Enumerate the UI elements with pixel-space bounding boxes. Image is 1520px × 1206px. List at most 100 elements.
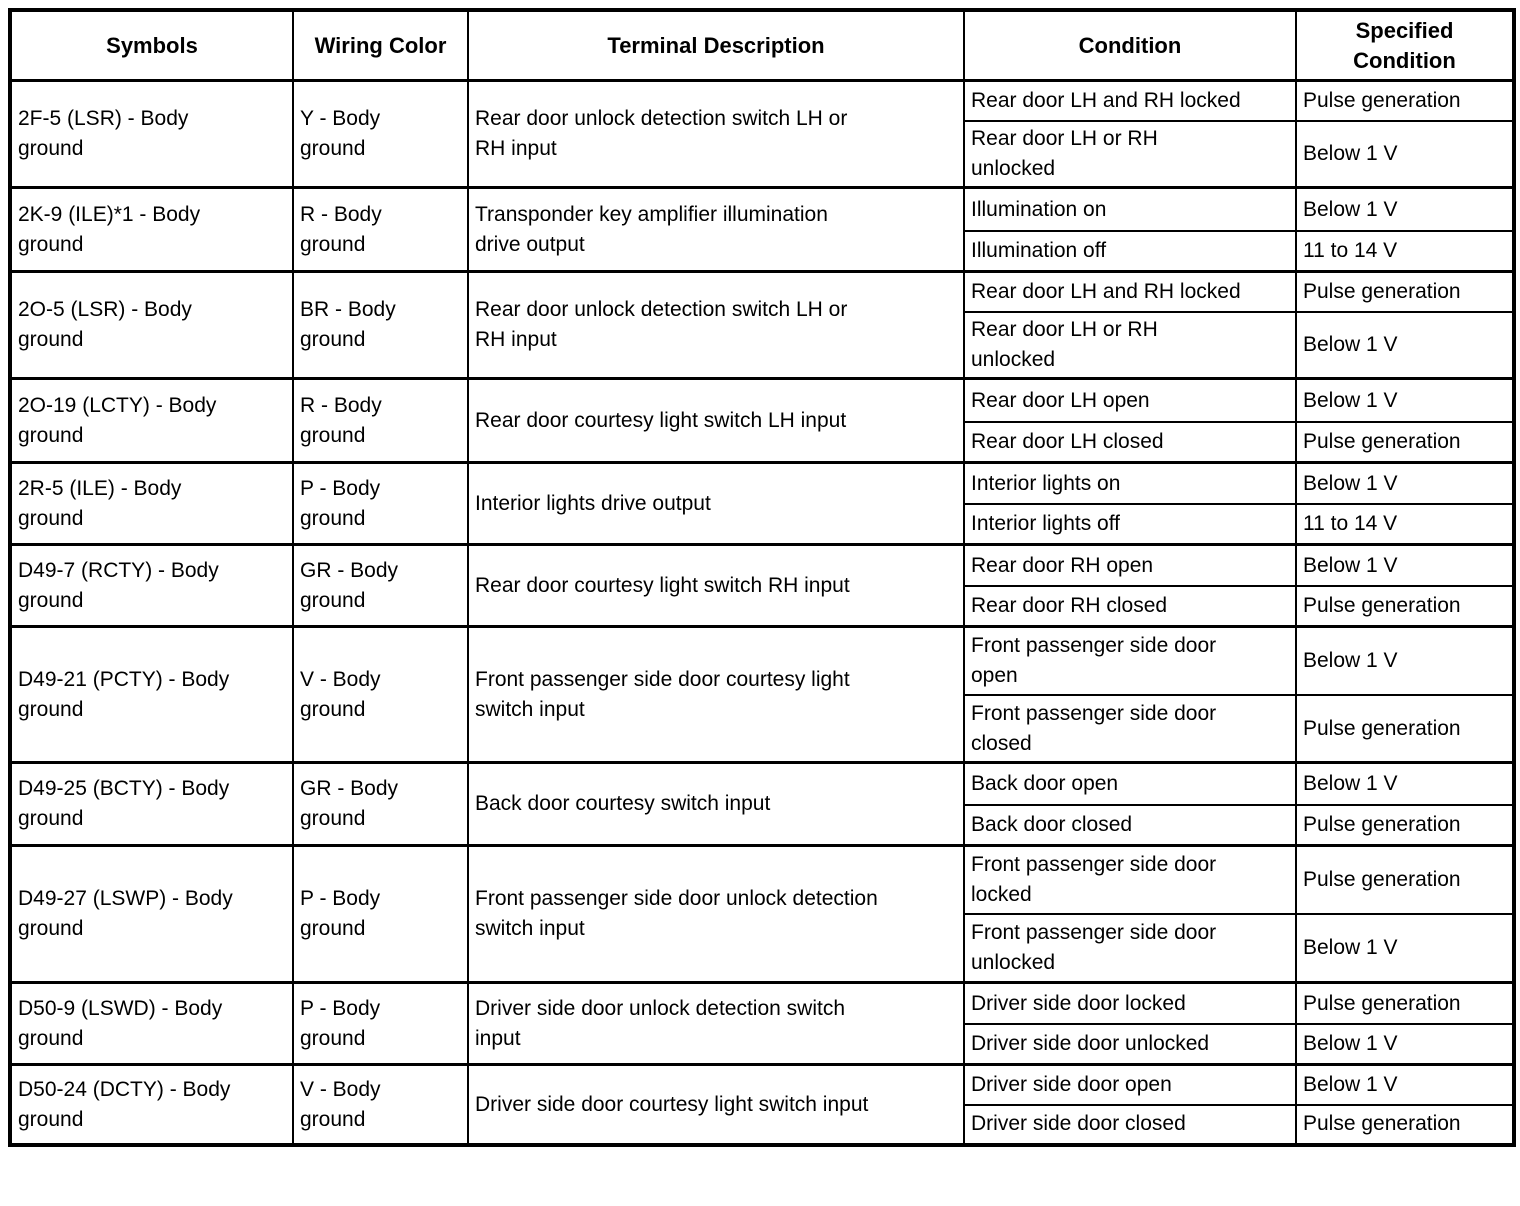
table-row: D49-21 (PCTY) - Body ground V - Body gro… bbox=[9, 625, 1515, 764]
specified-condition-cell: Below 1 V bbox=[1295, 377, 1515, 423]
wiring-color-cell: P - Body ground bbox=[292, 461, 469, 546]
terminal-description-cell: Back door courtesy switch input bbox=[467, 761, 965, 847]
terminal-description-cell: Front passenger side door unlock detecti… bbox=[467, 844, 965, 984]
column-header-wiring-color: Wiring Color bbox=[292, 9, 469, 83]
wiring-color-cell: P - Body ground bbox=[292, 844, 469, 984]
specified-condition-cell: Below 1 V bbox=[1295, 119, 1515, 189]
table-row: 2R-5 (ILE) - Body ground P - Body ground… bbox=[9, 461, 1515, 546]
condition-cell: Back door open bbox=[963, 761, 1297, 806]
terminal-description-cell: Transponder key amplifier illumination d… bbox=[467, 186, 965, 273]
specified-condition-cell: Pulse generation bbox=[1295, 79, 1515, 122]
condition-cell: Rear door LH open bbox=[963, 377, 1297, 423]
condition-cell: Driver side door unlocked bbox=[963, 1022, 1297, 1066]
symbol-cell: 2O-5 (LSR) - Body ground bbox=[9, 270, 294, 380]
table-subrow: Rear door RH closed Pulse generation bbox=[10, 584, 1515, 628]
specified-condition-cell: Below 1 V bbox=[1295, 761, 1515, 806]
wiring-color-cell: V - Body ground bbox=[292, 625, 469, 764]
symbol-cell: D49-21 (PCTY) - Body ground bbox=[9, 625, 294, 764]
symbol-cell: D50-24 (DCTY) - Body ground bbox=[9, 1063, 294, 1146]
wiring-color-cell: Y - Body ground bbox=[292, 79, 469, 189]
symbol-cell: D50-9 (LSWD) - Body ground bbox=[9, 981, 294, 1066]
condition-cell: Rear door LH or RH unlocked bbox=[963, 119, 1297, 189]
table-row: D49-27 (LSWP) - Body ground P - Body gro… bbox=[9, 844, 1515, 984]
condition-cell: Rear door LH or RH unlocked bbox=[963, 310, 1297, 380]
table-row: 2O-19 (LCTY) - Body ground R - Body grou… bbox=[9, 377, 1515, 464]
condition-cell: Illumination off bbox=[963, 229, 1297, 273]
condition-cell: Driver side door open bbox=[963, 1063, 1297, 1106]
table-subrow: Interior lights off 11 to 14 V bbox=[10, 502, 1515, 546]
table-subrow: Rear door LH or RH unlocked Below 1 V bbox=[10, 310, 1515, 380]
symbol-cell: D49-25 (BCTY) - Body ground bbox=[9, 761, 294, 847]
symbol-cell: 2R-5 (ILE) - Body ground bbox=[9, 461, 294, 546]
header-row: Symbols Wiring Color Terminal Descriptio… bbox=[9, 9, 1515, 83]
table-row: D50-24 (DCTY) - Body ground V - Body gro… bbox=[9, 1063, 1515, 1146]
column-header-symbols: Symbols bbox=[9, 9, 294, 83]
table-row: D50-9 (LSWD) - Body ground P - Body grou… bbox=[9, 981, 1515, 1066]
table-row: 2K-9 (ILE)*1 - Body ground R - Body grou… bbox=[9, 186, 1515, 273]
specified-condition-cell: Below 1 V bbox=[1295, 912, 1515, 984]
terminal-description-cell: Interior lights drive output bbox=[467, 461, 965, 546]
condition-cell: Rear door RH open bbox=[963, 543, 1297, 587]
condition-cell: Front passenger side door locked bbox=[963, 844, 1297, 915]
specified-condition-cell: Pulse generation bbox=[1295, 844, 1515, 915]
specified-condition-cell: Below 1 V bbox=[1295, 1022, 1515, 1066]
terminal-description-cell: Rear door unlock detection switch LH or … bbox=[467, 79, 965, 189]
terminal-description-cell: Rear door unlock detection switch LH or … bbox=[467, 270, 965, 380]
symbol-cell: D49-27 (LSWP) - Body ground bbox=[9, 844, 294, 984]
symbol-cell: D49-7 (RCTY) - Body ground bbox=[9, 543, 294, 628]
wiring-color-cell: V - Body ground bbox=[292, 1063, 469, 1146]
condition-cell: Rear door LH and RH locked bbox=[963, 270, 1297, 313]
specified-condition-cell: Below 1 V bbox=[1295, 186, 1515, 232]
table-row: D49-25 (BCTY) - Body ground GR - Body gr… bbox=[9, 761, 1515, 847]
terminal-condition-table: Symbols Wiring Color Terminal Descriptio… bbox=[8, 8, 1516, 1147]
condition-cell: Rear door LH and RH locked bbox=[963, 79, 1297, 122]
terminal-description-cell: Driver side door courtesy light switch i… bbox=[467, 1063, 965, 1146]
symbol-cell: 2F-5 (LSR) - Body ground bbox=[9, 79, 294, 189]
wiring-color-cell: GR - Body ground bbox=[292, 761, 469, 847]
table-row: 2O-5 (LSR) - Body ground BR - Body groun… bbox=[9, 270, 1515, 380]
condition-cell: Interior lights on bbox=[963, 461, 1297, 505]
condition-cell: Back door closed bbox=[963, 803, 1297, 847]
specified-condition-cell: Pulse generation bbox=[1295, 981, 1515, 1025]
condition-cell: Front passenger side door unlocked bbox=[963, 912, 1297, 984]
table-subrow: Rear door LH closed Pulse generation bbox=[10, 420, 1515, 464]
specified-condition-cell: 11 to 14 V bbox=[1295, 229, 1515, 273]
condition-cell: Rear door LH closed bbox=[963, 420, 1297, 464]
specified-condition-cell: Below 1 V bbox=[1295, 1063, 1515, 1106]
table-subrow: Illumination off 11 to 14 V bbox=[10, 229, 1515, 273]
wiring-color-cell: P - Body ground bbox=[292, 981, 469, 1066]
specified-condition-cell: Below 1 V bbox=[1295, 625, 1515, 696]
condition-cell: Interior lights off bbox=[963, 502, 1297, 546]
wiring-color-cell: R - Body ground bbox=[292, 377, 469, 464]
table-row: D49-7 (RCTY) - Body ground GR - Body gro… bbox=[9, 543, 1515, 628]
wiring-color-cell: R - Body ground bbox=[292, 186, 469, 273]
specified-condition-cell: Below 1 V bbox=[1295, 461, 1515, 505]
column-header-condition: Condition bbox=[963, 9, 1297, 83]
specified-condition-cell: Pulse generation bbox=[1295, 1103, 1515, 1146]
specified-condition-cell: Pulse generation bbox=[1295, 693, 1515, 764]
condition-cell: Driver side door closed bbox=[963, 1103, 1297, 1146]
specified-condition-cell: Pulse generation bbox=[1295, 584, 1515, 628]
condition-cell: Front passenger side door open bbox=[963, 625, 1297, 696]
table-subrow: Front passenger side door closed Pulse g… bbox=[10, 693, 1515, 764]
condition-cell: Front passenger side door closed bbox=[963, 693, 1297, 764]
specified-condition-cell: Pulse generation bbox=[1295, 270, 1515, 313]
terminal-description-cell: Front passenger side door courtesy light… bbox=[467, 625, 965, 764]
specified-condition-cell: Below 1 V bbox=[1295, 543, 1515, 587]
column-header-specified-condition: Specified Condition bbox=[1295, 9, 1515, 83]
wiring-color-cell: GR - Body ground bbox=[292, 543, 469, 628]
table-row: 2F-5 (LSR) - Body ground Y - Body ground… bbox=[9, 79, 1515, 189]
table-subrow: Back door closed Pulse generation bbox=[10, 803, 1515, 847]
wiring-color-cell: BR - Body ground bbox=[292, 270, 469, 380]
table-subrow: Front passenger side door unlocked Below… bbox=[10, 912, 1515, 984]
symbol-cell: 2K-9 (ILE)*1 - Body ground bbox=[9, 186, 294, 273]
specified-condition-cell: Below 1 V bbox=[1295, 310, 1515, 380]
terminal-description-cell: Rear door courtesy light switch RH input bbox=[467, 543, 965, 628]
column-header-terminal-description: Terminal Description bbox=[467, 9, 965, 83]
terminal-description-cell: Driver side door unlock detection switch… bbox=[467, 981, 965, 1066]
symbol-cell: 2O-19 (LCTY) - Body ground bbox=[9, 377, 294, 464]
terminal-description-cell: Rear door courtesy light switch LH input bbox=[467, 377, 965, 464]
table-subrow: Driver side door closed Pulse generation bbox=[10, 1103, 1515, 1146]
specified-condition-cell: 11 to 14 V bbox=[1295, 502, 1515, 546]
condition-cell: Driver side door locked bbox=[963, 981, 1297, 1025]
